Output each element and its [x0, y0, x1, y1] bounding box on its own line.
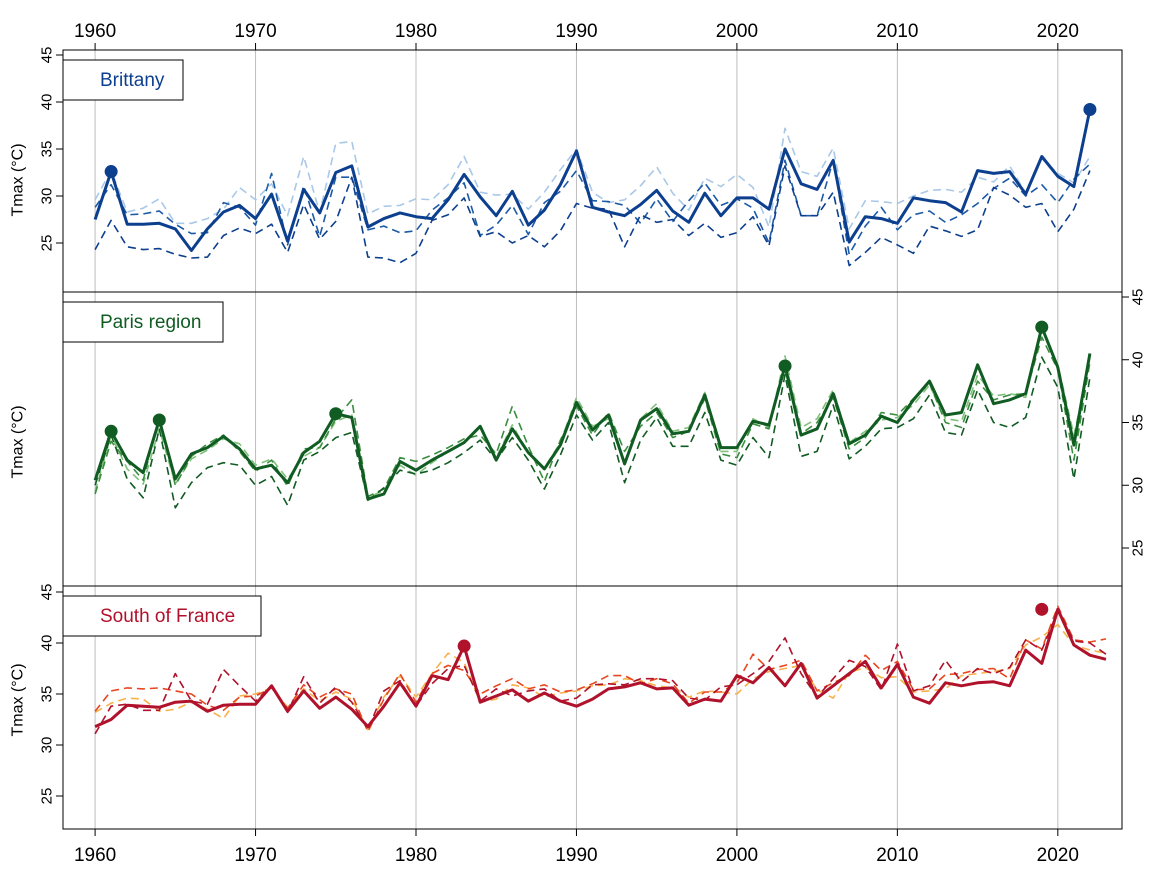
series-line-1 — [93, 109, 1092, 252]
panel-3: 25 30 35 40 45 Tmax (°C) South of France 1960 19… — [10, 584, 1123, 866]
panel-title-box — [62, 595, 262, 637]
highlight-point — [104, 165, 118, 179]
panel-frame — [62, 585, 1123, 830]
x-tick-label: 1980 — [395, 845, 437, 866]
y-axis-label: Tmax (°C) — [10, 143, 27, 216]
panel-title: Paris region — [100, 312, 201, 333]
series-line-2 — [94, 127, 1091, 230]
x-tick-label: 1990 — [555, 21, 597, 42]
y-tick-label: 30 — [1130, 477, 1147, 494]
highlight-point — [152, 413, 166, 427]
grid-lines — [94, 50, 1059, 829]
series-line-3 — [94, 159, 1091, 256]
x-tick-label: 1960 — [74, 845, 116, 866]
highlight-point — [1035, 602, 1049, 616]
y-axis-label: Tmax (°C) — [10, 405, 27, 478]
series-line-4 — [94, 165, 1091, 267]
y-tick-label: 30 — [39, 737, 56, 754]
y-tick-label: 45 — [1130, 289, 1147, 306]
highlight-point — [329, 407, 343, 421]
y-tick-label: 40 — [1130, 351, 1147, 368]
series-line-3 — [94, 605, 1107, 733]
series-line-4 — [94, 356, 1091, 509]
highlight-point — [104, 424, 118, 438]
x-tick-label: 2000 — [716, 845, 758, 866]
y-tick-label: 45 — [39, 47, 56, 64]
y-tick-label: 35 — [39, 686, 56, 703]
x-tick-label: 2000 — [716, 21, 758, 42]
panel-1: 25 30 35 40 45 Tmax (°C) Brittany 1960 1970 1980 1… — [10, 21, 1123, 293]
y-tick-label: 25 — [1130, 540, 1147, 557]
highlight-point — [1035, 320, 1049, 334]
x-tick-label: 2010 — [876, 845, 918, 866]
panel-title-box — [62, 301, 224, 343]
y-tick-label: 40 — [39, 635, 56, 652]
panel-2: 25 30 35 40 45 Tmax (°C) Paris region — [10, 289, 1147, 587]
series-line-2 — [94, 328, 1091, 499]
y-axis-label: Tmax (°C) — [10, 663, 27, 736]
series-line-1 — [94, 607, 1107, 729]
panel-title: Brittany — [100, 70, 165, 91]
highlight-point — [778, 359, 792, 373]
x-tick-label: 1980 — [395, 21, 437, 42]
y-tick-label: 35 — [1130, 414, 1147, 431]
highlight-point — [1083, 103, 1097, 117]
x-tick-label: 2010 — [876, 21, 918, 42]
y-tick-label: 45 — [39, 584, 56, 601]
x-tick-label: 2020 — [1037, 21, 1079, 42]
x-tick-label: 1970 — [234, 21, 276, 42]
highlight-point — [457, 639, 471, 653]
y-tick-label: 25 — [39, 788, 56, 805]
series-line-1 — [93, 325, 1092, 501]
panel-frame — [62, 49, 1123, 293]
x-tick-label: 1960 — [74, 21, 116, 42]
y-tick-label: 25 — [39, 235, 56, 252]
x-tick-label: 1970 — [234, 845, 276, 866]
panel-title: South of France — [100, 606, 235, 627]
x-tick-label: 2020 — [1037, 845, 1079, 866]
series-line-2 — [94, 623, 1107, 731]
series-line-3 — [94, 336, 1091, 498]
y-tick-label: 30 — [39, 188, 56, 205]
panel-title-box — [62, 59, 184, 101]
x-tick-label: 1990 — [555, 845, 597, 866]
y-tick-label: 35 — [39, 141, 56, 158]
y-tick-label: 40 — [39, 94, 56, 111]
